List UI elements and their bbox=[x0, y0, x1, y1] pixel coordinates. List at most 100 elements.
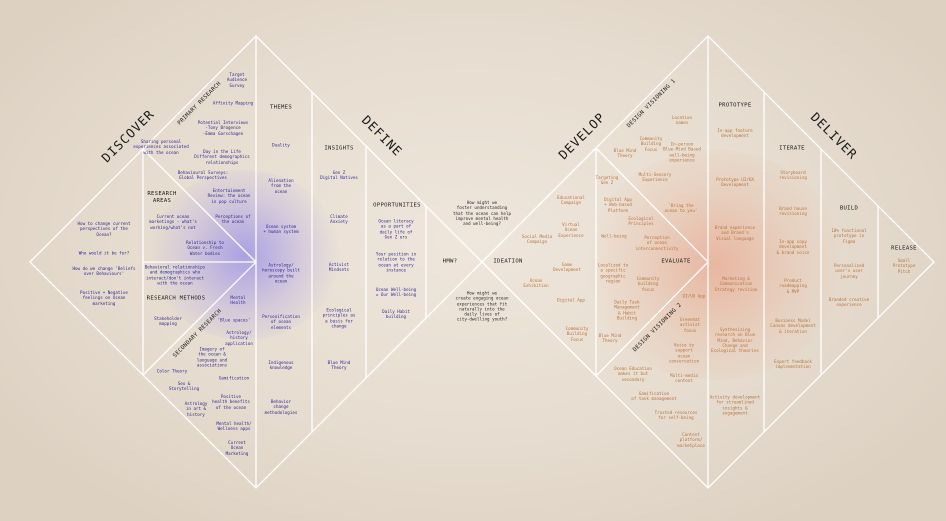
discover-item: Current Ocean Marketing bbox=[225, 440, 249, 456]
deliver-item: In-app copy development & brand voice bbox=[776, 239, 810, 255]
develop-item: Location names bbox=[671, 114, 693, 125]
discover-item: Behavioral relationships and demographic… bbox=[144, 264, 206, 286]
hmw-header: HMW? bbox=[442, 258, 458, 265]
discover-item: Affinity Mapping bbox=[212, 100, 254, 106]
discover-item: Stakeholder mapping bbox=[154, 315, 182, 326]
discover-item: Current ocean marketings - what's workin… bbox=[149, 214, 197, 230]
develop-item: Daily Task Management & Habit Building bbox=[614, 299, 640, 321]
develop-item: Voice to support ocean conservation bbox=[668, 342, 700, 364]
develop-item: Community building focus bbox=[636, 276, 660, 292]
insight-item: Activist Mindsets bbox=[328, 261, 350, 272]
discover-item: Astrology/ history application bbox=[225, 330, 253, 346]
deliver-item: Business Model Canvas development & iter… bbox=[770, 318, 816, 334]
develop-item: Targeting Gen Z bbox=[595, 174, 619, 185]
research-methods-header: RESEARCH METHODS bbox=[146, 295, 206, 302]
deliver-item: Synthesizing research on Blue Mind, Beha… bbox=[711, 326, 759, 353]
ideation-header: IDEATION bbox=[493, 258, 523, 265]
deliver-item: In-app feature development bbox=[717, 127, 753, 138]
discover-item: Imagery of the ocean & language and asso… bbox=[196, 346, 228, 368]
theme-item: Ocean system + human system bbox=[263, 223, 299, 234]
develop-item: Ocean Exhibition bbox=[523, 277, 549, 288]
opportunity-item: Your position in relation to the ocean a… bbox=[375, 251, 417, 273]
develop-item: Greenhat activist focus bbox=[679, 317, 701, 333]
discover-item: 'Blue spaces' bbox=[217, 317, 251, 323]
discover-item: Target Audience Survey bbox=[226, 72, 248, 88]
develop-item: Perception of ocean interconnectivity bbox=[635, 235, 679, 251]
iterate-header: ITERATE bbox=[779, 145, 805, 152]
insight-item: Ecological principles as a basis for cha… bbox=[322, 307, 356, 329]
deliver-item: 10% functional prototype in Figma bbox=[831, 228, 867, 244]
develop-item: Ecological Principles bbox=[628, 215, 654, 226]
develop-item: Localized to a specific geographic regio… bbox=[597, 262, 629, 284]
insight-item: Gen Z Digital Natives bbox=[320, 169, 358, 180]
develop-item: Educational Campaign bbox=[557, 194, 585, 205]
insight-item: Climate Anxiety bbox=[330, 213, 348, 224]
research-areas-header: RESEARCH AREAS bbox=[147, 191, 177, 204]
theme-item: Indigenous knowledge bbox=[268, 359, 294, 370]
prototype-header: PROTOTYPE bbox=[718, 102, 752, 109]
discover-item: Positive + Negative feelings on Ocean ma… bbox=[80, 290, 128, 306]
develop-item: Content platform/ marketplace bbox=[677, 432, 705, 448]
deliver-item: Personalized user's user journey bbox=[833, 263, 865, 279]
develop-deliver-diamond bbox=[481, 35, 935, 489]
deliver-item: UI/UX App bbox=[682, 293, 706, 299]
develop-item: 'Bring the ocean to you' bbox=[664, 202, 698, 213]
theme-item: Personification of ocean elements bbox=[262, 314, 300, 330]
discover-item: Sharing personal experiences associated … bbox=[133, 139, 189, 155]
deliver-item: Expert feedback implementation bbox=[774, 358, 812, 369]
discover-item: Mental health/ Wellness apps bbox=[216, 420, 252, 431]
discover-item: Potential Interviews -Tony Brogence -Emm… bbox=[197, 120, 249, 136]
develop-item: Community Building Focus bbox=[639, 136, 663, 152]
develop-item: Blue Mind Theory bbox=[598, 332, 622, 343]
develop-item: Game Development bbox=[553, 261, 581, 272]
deliver-item: Product roadmapping & MVP bbox=[779, 278, 807, 294]
build-header: BUILD bbox=[839, 205, 859, 212]
develop-item: In-person Blue-Mind Based well-being exp… bbox=[663, 141, 701, 163]
discover-item: How do we change 'Beliefs over Behaviour… bbox=[72, 265, 136, 276]
discover-item: Sex & Storytelling bbox=[168, 380, 200, 391]
develop-item: Well-being bbox=[601, 233, 627, 239]
discover-item: How to change current perspectives of th… bbox=[77, 221, 131, 237]
deliver-item: Marketing & Communication Strategy revis… bbox=[714, 276, 758, 292]
develop-item: Virtual Ocean Experience bbox=[558, 222, 584, 238]
deliver-item: Brand experience and Brand's Visual lang… bbox=[714, 225, 756, 241]
develop-item: Digital App bbox=[557, 297, 585, 303]
opportunities-header: OPPORTUNITIES bbox=[373, 202, 421, 209]
discover-item: Positive health benefits of the ocean bbox=[212, 394, 250, 410]
discover-item: Behavioural Surveys: Global Perspectives bbox=[177, 169, 229, 180]
themes-header: THEMES bbox=[269, 104, 293, 111]
deliver-item: Storyboard revisioning bbox=[779, 169, 807, 180]
theme-item: Behavior change methodologies bbox=[264, 399, 298, 415]
deliver-item: Small Prototype Pitch bbox=[892, 258, 916, 274]
discover-item: Day in the Life Different demographics r… bbox=[194, 149, 250, 165]
opportunity-item: Ocean Well-being = Our Well-being bbox=[375, 286, 417, 297]
develop-item: Ocean Education makes it but secondary bbox=[614, 366, 652, 382]
opportunity-item: Daily Habit building bbox=[382, 308, 410, 319]
opportunity-item: Ocean literacy as a part of daily life o… bbox=[378, 218, 414, 240]
discover-item: Astrology in art & history bbox=[184, 401, 208, 417]
theme-item: Astrology/ horoscopy built around the oc… bbox=[262, 262, 300, 284]
discover-item: Entertainment Review: the ocean in pop c… bbox=[207, 188, 251, 204]
develop-item: Gamification of task management bbox=[631, 390, 677, 401]
discover-item: Gamification bbox=[218, 375, 250, 381]
release-header: RELEASE bbox=[891, 245, 917, 252]
theme-item: Duality bbox=[272, 142, 290, 148]
insights-header: INSIGHTS bbox=[324, 145, 354, 152]
develop-item: Multi-media content bbox=[670, 372, 698, 383]
discover-item: Relationship to Ocean v. Fresh Water bod… bbox=[186, 240, 224, 256]
develop-item: Multi-Sensory Experience bbox=[638, 171, 672, 182]
discover-item: Perceptions of the ocean bbox=[215, 213, 251, 224]
evaluate-header: EVALUATE bbox=[661, 258, 691, 265]
discover-item: Color Theory bbox=[156, 368, 188, 374]
develop-item: Digital App + Web-based Platform bbox=[604, 197, 632, 213]
discover-item: Mental Health bbox=[230, 294, 246, 305]
develop-item: Community Building Focus bbox=[565, 326, 589, 342]
discover-item: Who would it be for? bbox=[78, 250, 130, 256]
hmw-question: How might we foster understanding that t… bbox=[453, 199, 511, 226]
develop-item: Trusted resources for self-being bbox=[654, 409, 698, 420]
deliver-item: Activity development for streamlined ins… bbox=[709, 394, 761, 416]
develop-item: Blue Mind Theory bbox=[613, 147, 637, 158]
theme-item: Alienation from the ocean bbox=[268, 178, 294, 194]
